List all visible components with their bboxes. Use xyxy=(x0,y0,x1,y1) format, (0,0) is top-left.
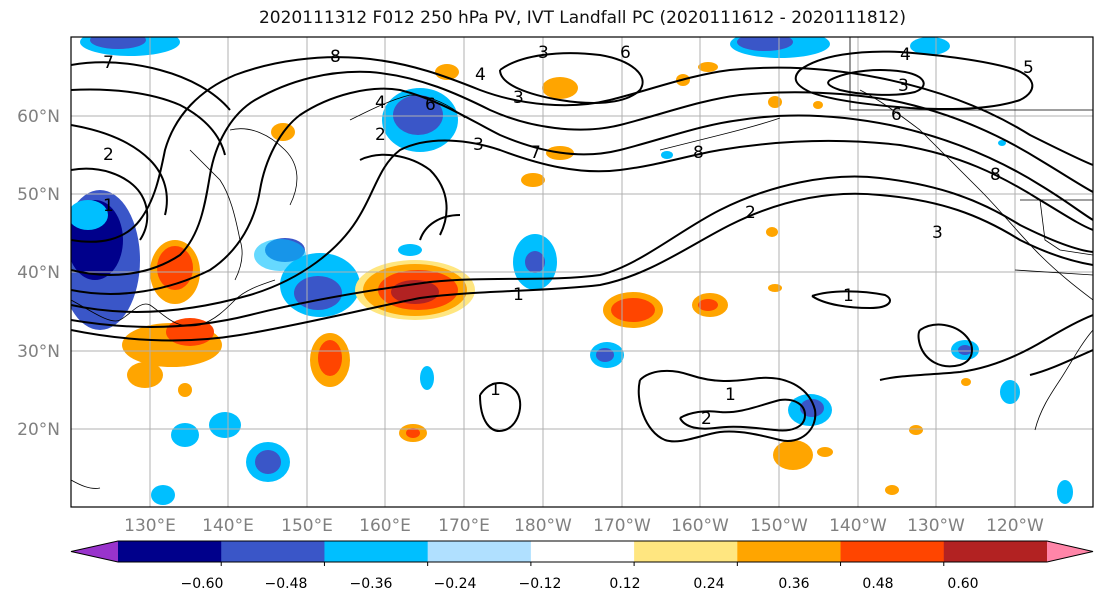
colorbar-segment xyxy=(118,541,222,562)
contour-label: 1 xyxy=(103,196,114,216)
lon-label: 130°W xyxy=(907,516,965,536)
contour-label: 3 xyxy=(898,76,909,96)
coastlines xyxy=(71,89,1093,489)
contour-label: 6 xyxy=(620,43,631,63)
colorbar-tick-label: 0.48 xyxy=(862,576,893,592)
lon-label: 130°E xyxy=(124,516,176,536)
lon-label: 120°W xyxy=(986,516,1044,536)
lat-label: 60°N xyxy=(17,107,60,127)
contour-label: 2 xyxy=(375,125,386,145)
contour-label: 4 xyxy=(475,65,486,85)
contour-label: 3 xyxy=(932,223,943,243)
contour-label: 2 xyxy=(103,145,114,165)
colorbar-tick-label: −0.24 xyxy=(434,576,477,592)
contour-label: 2 xyxy=(745,203,756,223)
colorbar-tick-label: 0.60 xyxy=(947,576,978,592)
colorbar-segment xyxy=(737,541,842,562)
lon-label: 160°E xyxy=(359,516,411,536)
shaded-field xyxy=(71,37,1073,505)
colorbar xyxy=(70,540,1094,566)
colorbar-segment xyxy=(427,541,532,562)
contour-label: 4 xyxy=(900,45,911,65)
colorbar-outline xyxy=(70,540,1094,563)
lat-label: 40°N xyxy=(17,263,60,283)
colorbar-extend-high xyxy=(1047,541,1093,562)
colorbar-tick-label: 0.36 xyxy=(778,576,809,592)
lon-label: 180°W xyxy=(514,516,572,536)
lon-label: 150°E xyxy=(281,516,333,536)
contour-label: 2 xyxy=(701,409,712,429)
contour-label: 1 xyxy=(843,286,854,306)
lon-label: 150°W xyxy=(750,516,808,536)
contour-label: 7 xyxy=(530,143,541,163)
lat-labels: 60°N 50°N 40°N 30°N 20°N xyxy=(17,107,60,440)
contour-label: 6 xyxy=(425,95,436,115)
negative-anomaly-west xyxy=(71,190,140,330)
contour-labels: 7 2 1 8 2 4 6 3 4 3 7 3 6 8 2 1 1 1 1 2 … xyxy=(103,43,1034,429)
lon-label: 170°E xyxy=(438,516,490,536)
borders xyxy=(849,37,1093,276)
contour-label: 8 xyxy=(330,47,341,67)
contour-label: 1 xyxy=(725,385,736,405)
colorbar-tick-label: −0.36 xyxy=(350,576,393,592)
contour-label: 7 xyxy=(103,53,114,73)
contour-label: 8 xyxy=(990,165,1001,185)
contour-label: 6 xyxy=(891,105,902,125)
colorbar-segment xyxy=(840,541,945,562)
lat-label: 20°N xyxy=(17,420,60,440)
contour-label: 3 xyxy=(473,135,484,155)
contour-label: 8 xyxy=(693,143,704,163)
colorbar-segment xyxy=(943,541,1048,562)
contour-label: 1 xyxy=(513,285,524,305)
map-title: 2020111312 F012 250 hPa PV, IVT Landfall… xyxy=(258,8,906,28)
colorbar-ticks: −0.60 −0.48 −0.36 −0.24 −0.12 0.12 0.24 … xyxy=(181,576,979,592)
lat-label: 30°N xyxy=(17,342,60,362)
lon-labels: 130°E 140°E 150°E 160°E 170°E 180°W 170°… xyxy=(124,516,1044,536)
colorbar-segment xyxy=(530,541,635,562)
colorbar-tick-label: −0.48 xyxy=(265,576,308,592)
contour-label: 3 xyxy=(538,43,549,63)
plot-frame xyxy=(70,36,1094,508)
colorbar-tick-label: 0.24 xyxy=(693,576,724,592)
lon-label: 170°W xyxy=(593,516,651,536)
colorbar-tick-label: −0.60 xyxy=(181,576,224,592)
contour-label: 1 xyxy=(490,380,501,400)
lat-label: 50°N xyxy=(17,185,60,205)
contour-label: 4 xyxy=(375,93,386,113)
negative-anomaly-japan xyxy=(254,238,360,317)
lon-label: 140°E xyxy=(202,516,254,536)
colorbar-segment xyxy=(221,541,325,562)
positive-anomaly-east xyxy=(399,292,813,470)
negative-anomaly-top xyxy=(80,37,950,58)
colorbar-tick-label: 0.12 xyxy=(609,576,640,592)
lon-label: 160°W xyxy=(671,516,729,536)
contour-label: 5 xyxy=(1023,58,1034,78)
colorbar-segment xyxy=(634,541,738,562)
colorbar-tick-label: −0.12 xyxy=(519,576,562,592)
lon-label: 140°W xyxy=(829,516,887,536)
contour-label: 3 xyxy=(513,88,524,108)
colorbar-extend-low xyxy=(71,541,118,562)
colorbar-segment xyxy=(324,541,429,562)
ivt-contours xyxy=(71,50,1093,443)
